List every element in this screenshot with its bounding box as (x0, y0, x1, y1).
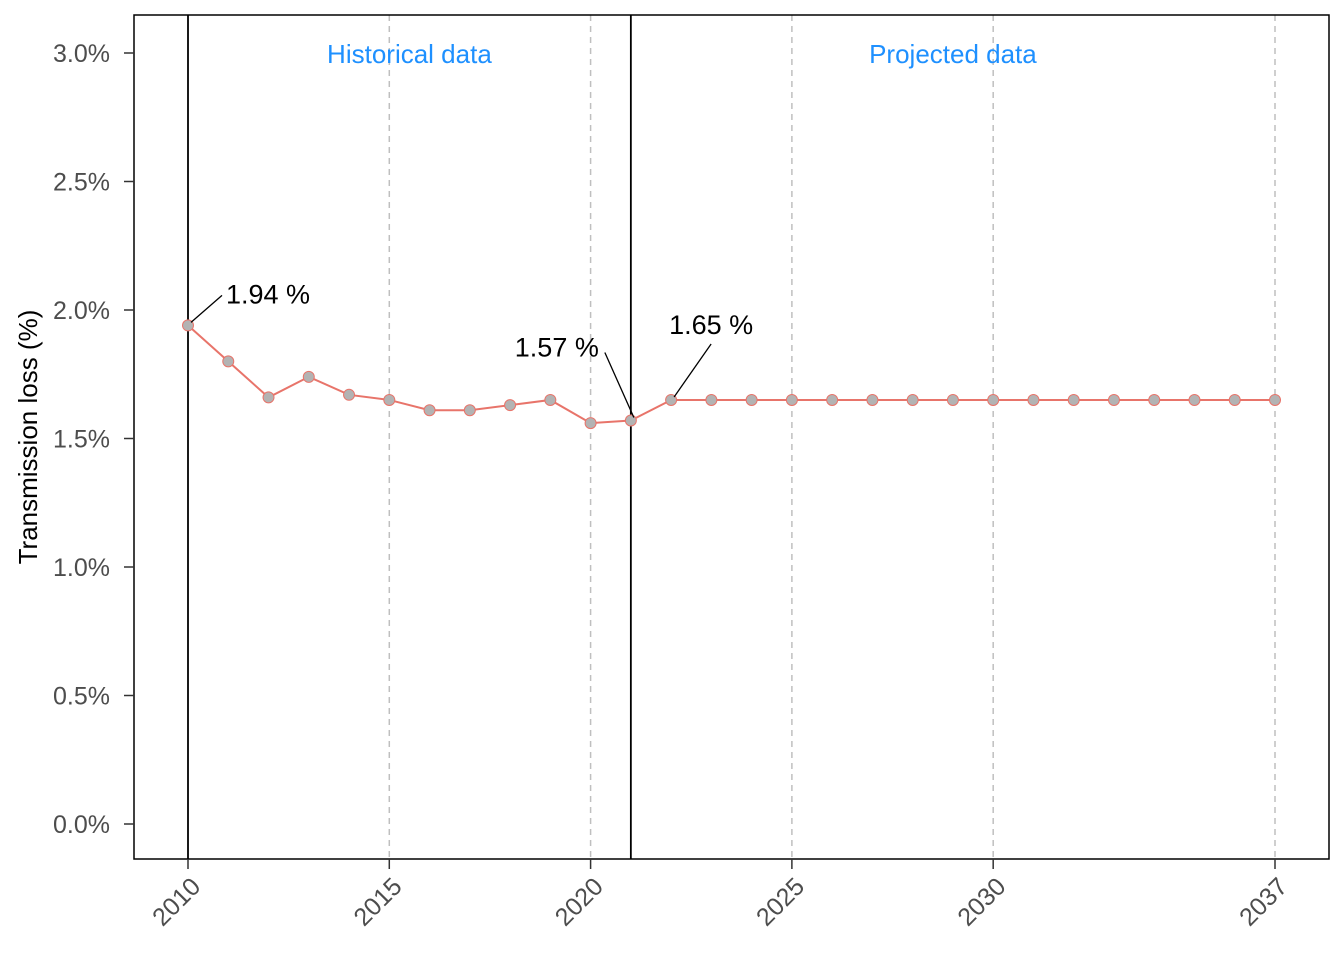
series-line-group (182, 319, 1281, 430)
data-point-2015 (383, 393, 396, 406)
data-point-2034 (1148, 393, 1161, 406)
data-point-2026 (826, 393, 839, 406)
data-point-2030 (987, 393, 1000, 406)
data-point-2010 (182, 319, 194, 332)
data-point-2021 (624, 414, 637, 427)
data-point-2033 (1107, 393, 1120, 406)
data-point-2024 (745, 393, 758, 406)
y-tick-label: 1.0% (53, 554, 110, 582)
data-point-2035 (1188, 393, 1201, 406)
x-tick-label: 2010 (147, 872, 206, 931)
data-point-2029 (946, 393, 959, 406)
data-point-2028 (906, 393, 919, 406)
x-tick-label: 2020 (550, 872, 609, 931)
data-point-2037 (1269, 393, 1281, 406)
data-point-2032 (1067, 393, 1080, 406)
region-labels: Historical data Projected data (327, 39, 1037, 69)
data-point-2011 (222, 355, 235, 368)
annotation-label: 1.65 % (669, 310, 753, 340)
series-line (187, 324, 1275, 425)
data-point-2020 (584, 417, 597, 430)
y-tick-label: 2.5% (53, 169, 110, 197)
annotation-leader-line (604, 352, 635, 418)
y-tick-label: 3.0% (53, 40, 110, 68)
x-tick-label: 2030 (952, 872, 1011, 931)
region-label: Historical data (327, 39, 492, 69)
y-tick-label: 0.5% (53, 683, 110, 711)
data-point-2025 (785, 393, 798, 406)
y-axis: 0.0% 0.5% 1.0% 1.5% 2.0% 2.5% 3.0% (53, 40, 134, 839)
y-tick-label: 0.0% (53, 811, 110, 839)
y-axis-title: Transmission loss (%) (13, 310, 43, 565)
data-point-2013 (302, 370, 315, 383)
y-tick-label: 2.0% (53, 297, 110, 325)
data-point-2022 (665, 393, 678, 406)
data-point-2036 (1228, 393, 1241, 406)
x-tick-label: 2025 (751, 872, 810, 931)
data-point-2023 (705, 393, 718, 406)
data-point-2019 (544, 393, 557, 406)
x-tick-label: 2037 (1234, 872, 1293, 931)
data-annotations: 1.94 % 1.57 % 1.65 % (190, 279, 753, 418)
plot-panel-border (133, 14, 1330, 860)
data-point-2014 (343, 388, 356, 401)
annotation-leader-line (673, 343, 712, 398)
x-axis: 2010 2015 2020 2025 2030 2037 (147, 859, 1293, 932)
boundary-lines (187, 15, 632, 859)
x-tick-label: 2015 (348, 872, 407, 931)
data-point-2027 (866, 393, 879, 406)
annotation-label: 1.94 % (226, 279, 310, 309)
data-point-2012 (262, 391, 275, 404)
data-point-2017 (463, 404, 476, 417)
grid-lines (388, 15, 1276, 859)
data-point-2018 (504, 399, 517, 412)
data-point-2016 (423, 404, 436, 417)
annotation-leader-line (190, 294, 223, 323)
region-label: Projected data (869, 39, 1037, 69)
annotation-label: 1.57 % (515, 333, 599, 363)
data-point-2031 (1027, 393, 1040, 406)
y-tick-label: 1.5% (53, 426, 110, 454)
